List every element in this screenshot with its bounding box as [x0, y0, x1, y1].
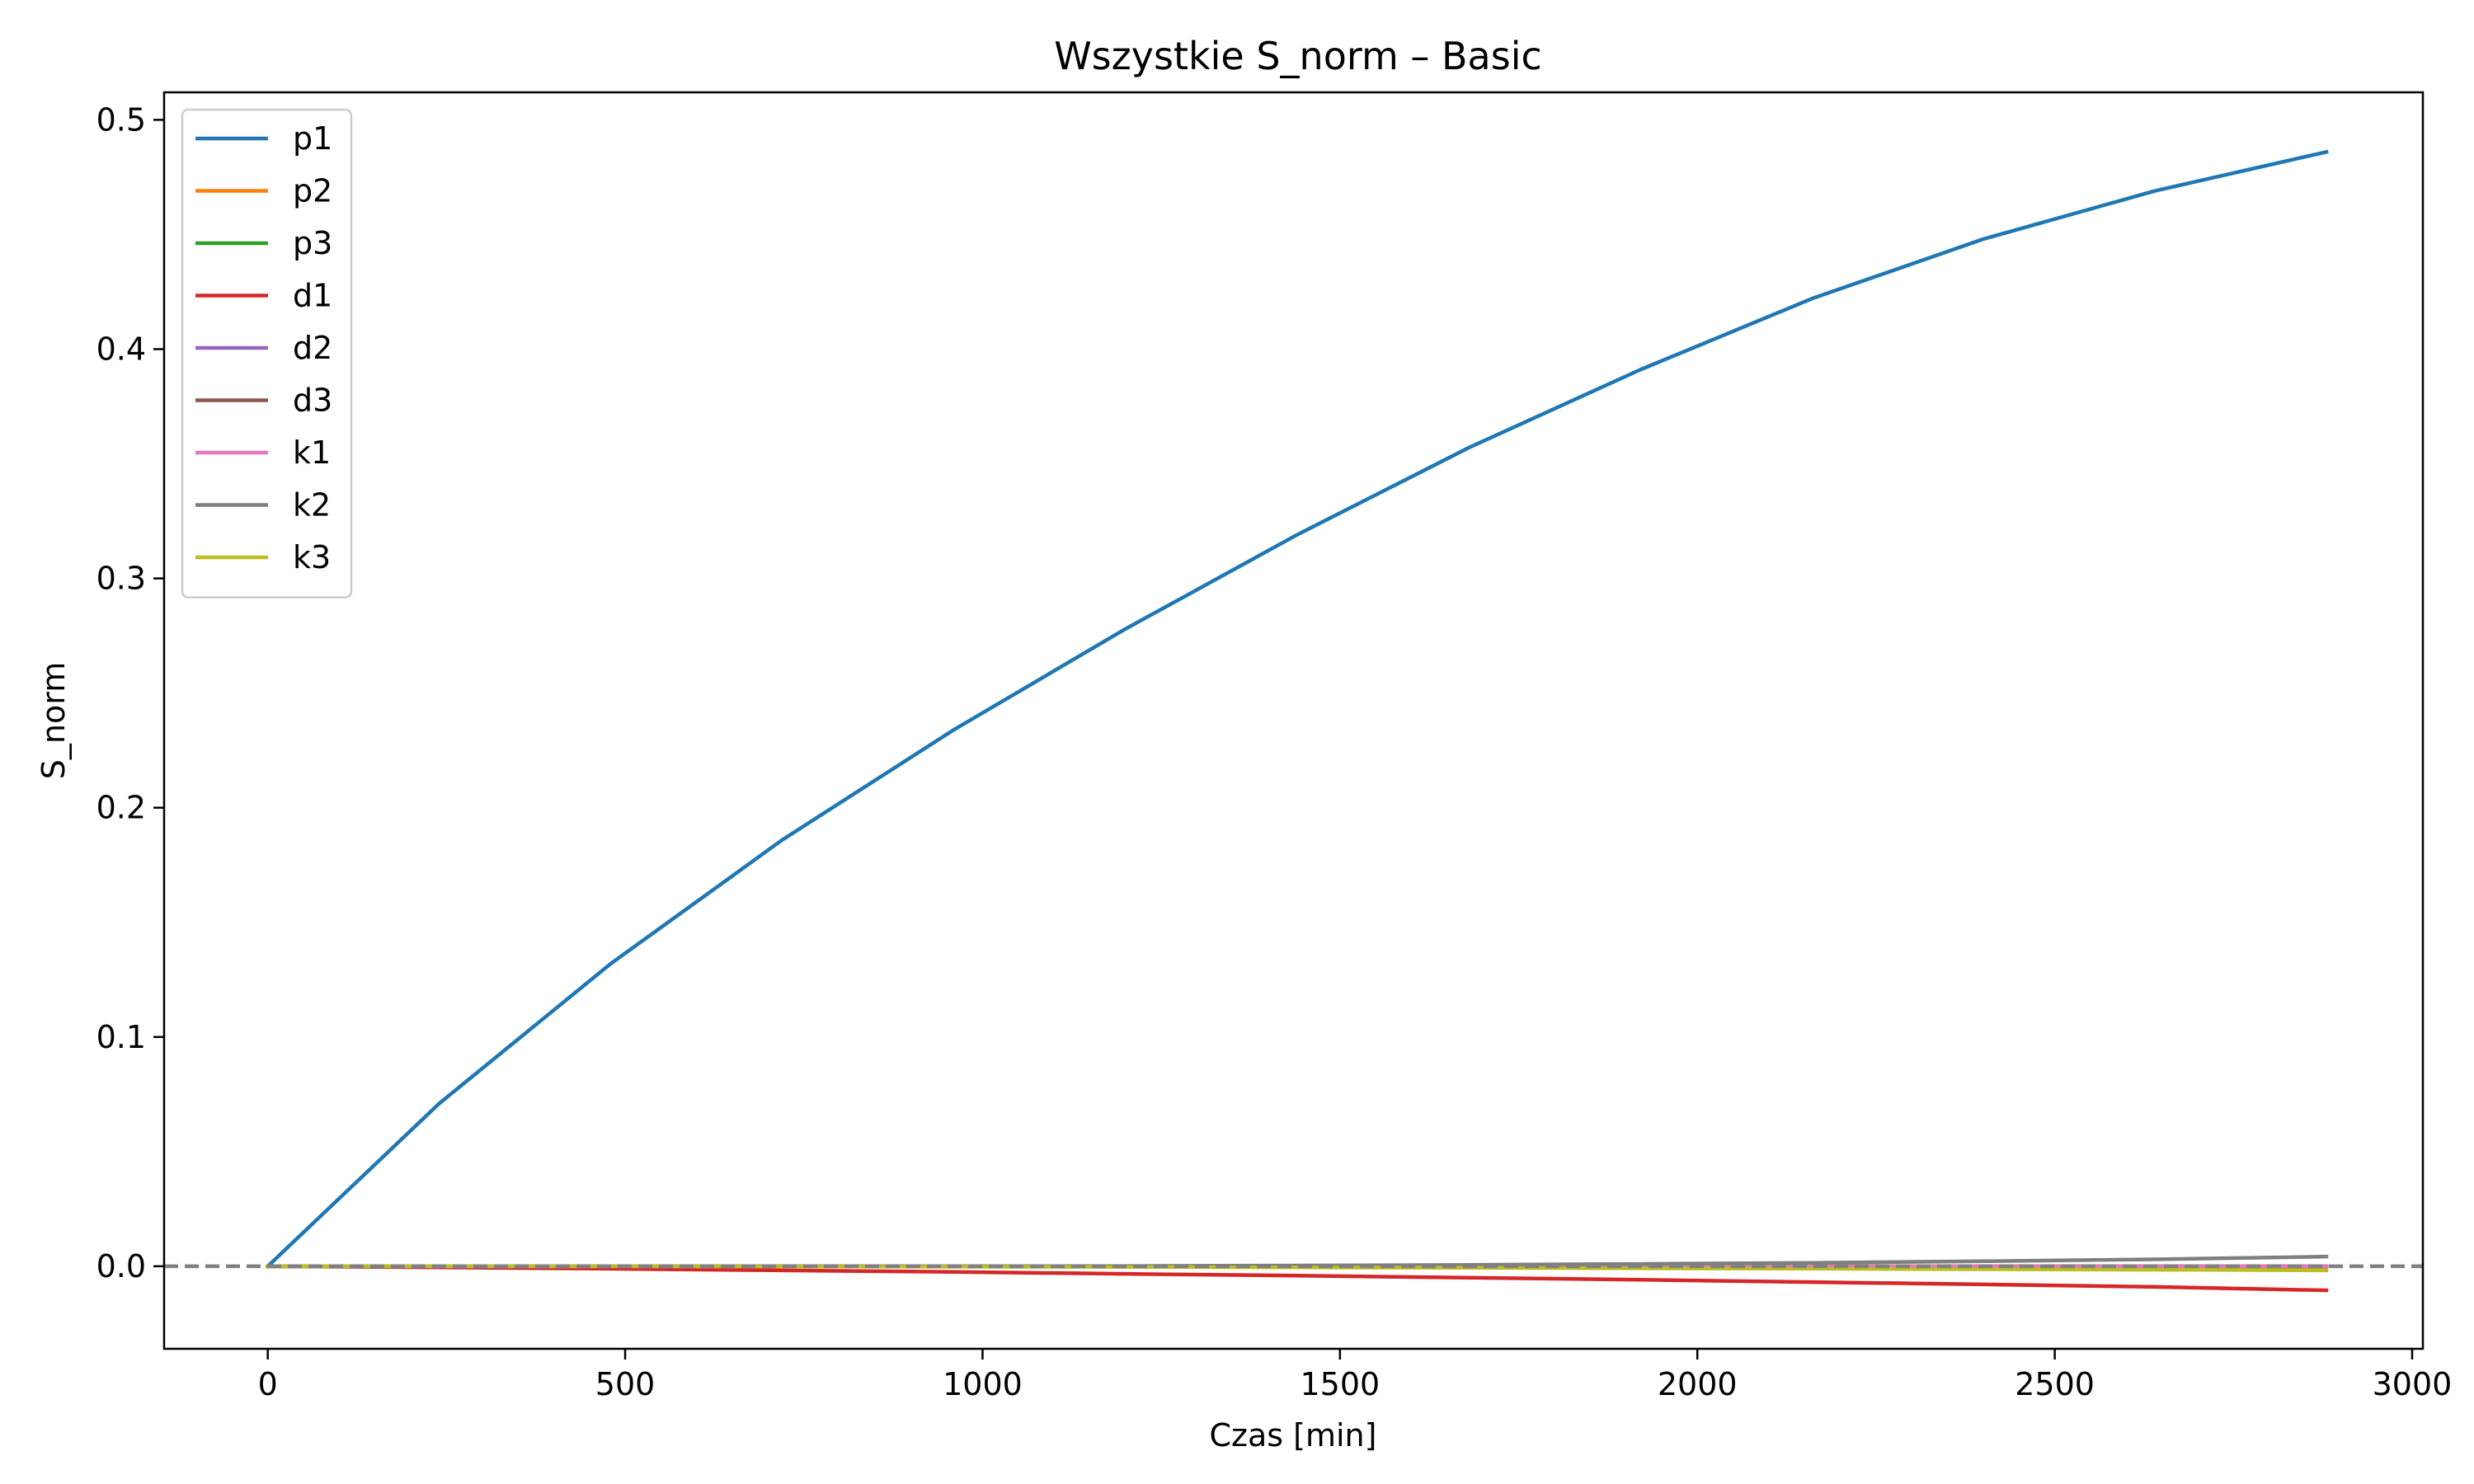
- y-tick-label: 0.2: [96, 790, 146, 826]
- plot-lines: [164, 149, 2423, 1293]
- x-tick-label: 3000: [2373, 1366, 2453, 1402]
- legend-label-k2: k2: [293, 487, 331, 524]
- y-tick-label: 0.4: [96, 331, 146, 367]
- x-tick-label: 2500: [2015, 1366, 2095, 1402]
- legend-label-p1: p1: [293, 120, 332, 157]
- series-line-p1: [265, 149, 2329, 1270]
- series-line-d1: [266, 1264, 2329, 1293]
- legend-label-p2: p2: [293, 173, 332, 209]
- y-tick-label: 0.5: [96, 101, 146, 138]
- x-tick-label: 0: [258, 1366, 278, 1402]
- x-axis: 0 500 1000 1500 2000 2500 3000: [258, 1349, 2453, 1402]
- legend-label-p3: p3: [293, 225, 332, 261]
- x-axis-label: Czas [min]: [1210, 1417, 1377, 1453]
- x-tick-label: 1500: [1300, 1366, 1380, 1402]
- legend-label-d1: d1: [293, 278, 332, 314]
- chart-title: Wszystkie S_norm – Basic: [1054, 34, 1542, 78]
- x-tick-label: 2000: [1658, 1366, 1738, 1402]
- plot-frame: [162, 91, 2425, 1350]
- legend: p1 p2 p3 d1 d2 d3 k1 k2 k3: [181, 108, 353, 599]
- y-axis: 0.0 0.1 0.2 0.3 0.4 0.5: [96, 101, 164, 1284]
- y-tick-label: 0.0: [96, 1248, 146, 1284]
- y-tick-label: 0.1: [96, 1019, 146, 1055]
- legend-box: [181, 108, 353, 599]
- legend-label-d2: d2: [293, 330, 332, 366]
- legend-label-d3: d3: [293, 383, 332, 419]
- x-tick-label: 500: [595, 1366, 656, 1402]
- legend-label-k3: k3: [293, 539, 331, 575]
- x-tick-label: 1000: [943, 1366, 1023, 1402]
- y-axis-label: S_norm: [35, 662, 72, 779]
- legend-label-k1: k1: [293, 434, 331, 471]
- y-tick-label: 0.3: [96, 561, 146, 597]
